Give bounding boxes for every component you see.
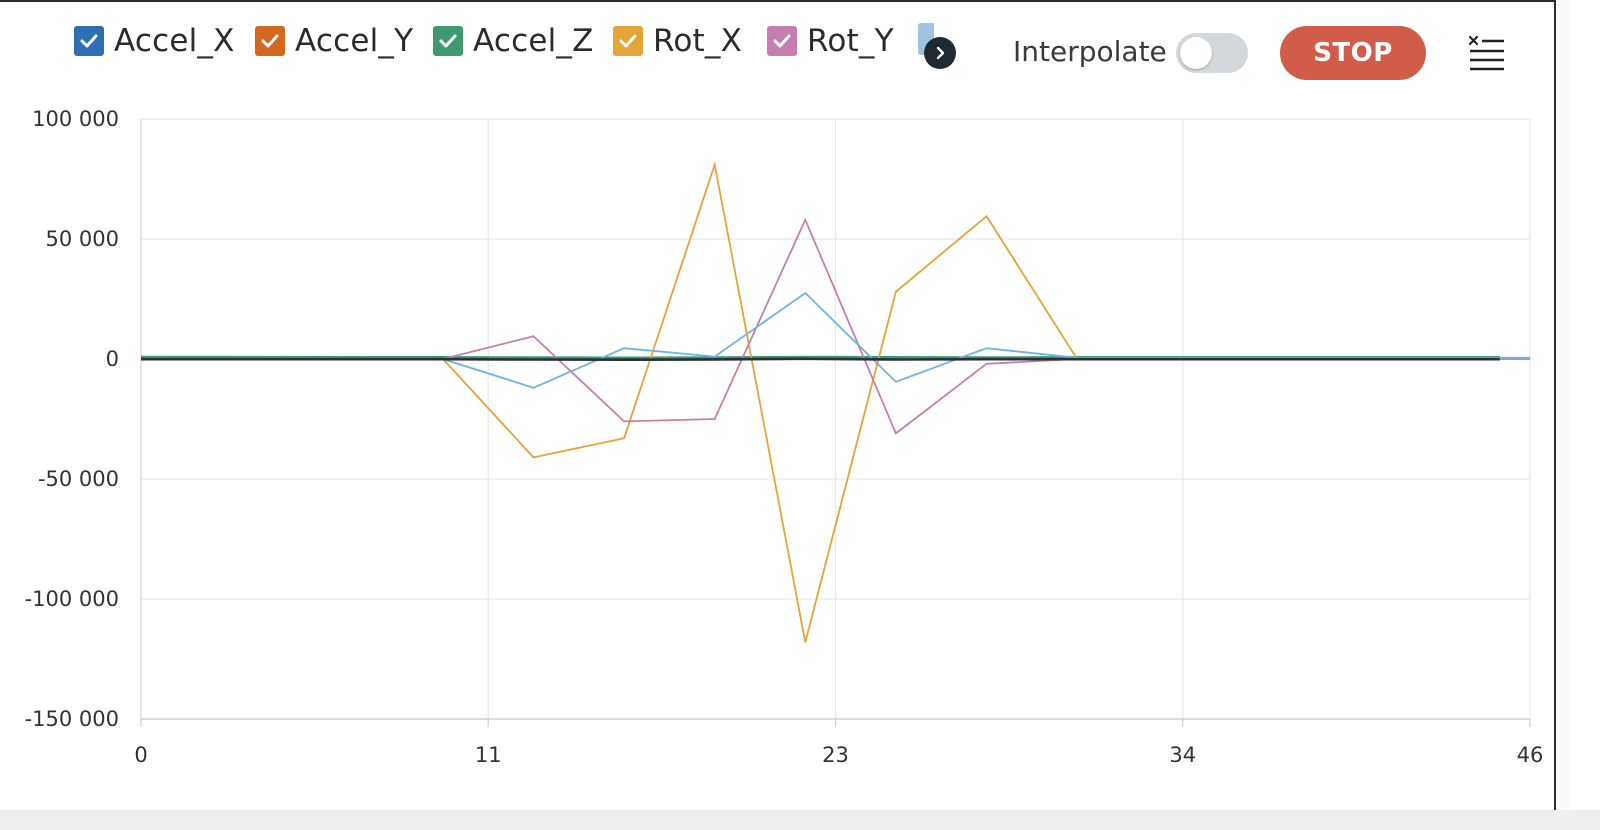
- line-chart: 100 000 50 000 0 -50 000 -100 000 -150 000 0 11…: [25, 107, 1544, 767]
- series-line-rot-y: [141, 217, 1530, 435]
- toggle-knob: [1180, 37, 1212, 69]
- interpolate-label: Interpolate: [1013, 35, 1167, 68]
- check-icon: [80, 34, 98, 48]
- check-icon: [439, 34, 457, 48]
- y-tick-label: 100 000: [32, 107, 119, 131]
- interpolate-toggle[interactable]: [1176, 33, 1248, 73]
- serial-plotter-window: Accel_X Accel_Y Accel_Z Rot_X Rot_Y: [0, 0, 1568, 767]
- x-tick-label: 0: [134, 743, 147, 767]
- y-tick-label: 0: [106, 347, 119, 371]
- legend-item-accel-z[interactable]: Accel_Z: [433, 23, 594, 59]
- x-tick-label: 46: [1517, 743, 1544, 767]
- y-tick-label: -100 000: [25, 587, 119, 611]
- y-tick-label: 50 000: [46, 227, 119, 251]
- check-icon: [261, 34, 279, 48]
- legend-label: Accel_X: [114, 23, 235, 59]
- series-line-unlabeled-6: [141, 357, 1500, 362]
- legend-item-accel-y[interactable]: Accel_Y: [255, 23, 414, 59]
- check-icon: [773, 34, 791, 48]
- chevron-right-icon: [936, 46, 945, 60]
- legend-scroll-button[interactable]: [924, 37, 956, 69]
- checkbox-rot-y[interactable]: [767, 26, 797, 56]
- x-tick-label: 11: [475, 743, 502, 767]
- chart-grid: [141, 118, 1531, 720]
- legend-item-rot-x[interactable]: Rot_X: [613, 23, 743, 59]
- chart-tick-labels: 100 000 50 000 0 -50 000 -100 000 -150 000 0 11…: [25, 107, 1544, 767]
- x-tick-label: 23: [822, 743, 849, 767]
- clear-list-icon: [1468, 35, 1504, 71]
- series-line-rot-x: [141, 161, 1530, 643]
- checkbox-accel-z[interactable]: [433, 26, 463, 56]
- checkbox-rot-x[interactable]: [613, 26, 643, 56]
- status-strip: [0, 810, 1600, 830]
- legend-label: Accel_Y: [295, 23, 414, 59]
- y-tick-label: -150 000: [25, 707, 119, 731]
- legend-item-accel-x[interactable]: Accel_X: [74, 23, 235, 59]
- chart-series: [140, 161, 1530, 643]
- legend-label: Rot_Y: [807, 23, 894, 59]
- x-tick-label: 34: [1169, 743, 1196, 767]
- clear-button[interactable]: [1466, 32, 1508, 74]
- y-tick-label: -50 000: [38, 467, 119, 491]
- legend-label: Accel_Z: [473, 23, 594, 59]
- series-line-accel-z: [140, 355, 1500, 360]
- plotter-toolbar: Accel_X Accel_Y Accel_Z Rot_X Rot_Y: [0, 2, 1554, 102]
- stop-button[interactable]: STOP: [1280, 26, 1426, 80]
- legend-item-rot-y[interactable]: Rot_Y: [767, 23, 894, 59]
- checkbox-accel-x[interactable]: [74, 26, 104, 56]
- chart-axes: [140, 119, 1531, 727]
- checkbox-accel-y[interactable]: [255, 26, 285, 56]
- legend-label: Rot_X: [653, 23, 743, 59]
- check-icon: [619, 34, 637, 48]
- window-edge: [1554, 0, 1570, 810]
- series-line-unlabeled-5: [141, 291, 1530, 389]
